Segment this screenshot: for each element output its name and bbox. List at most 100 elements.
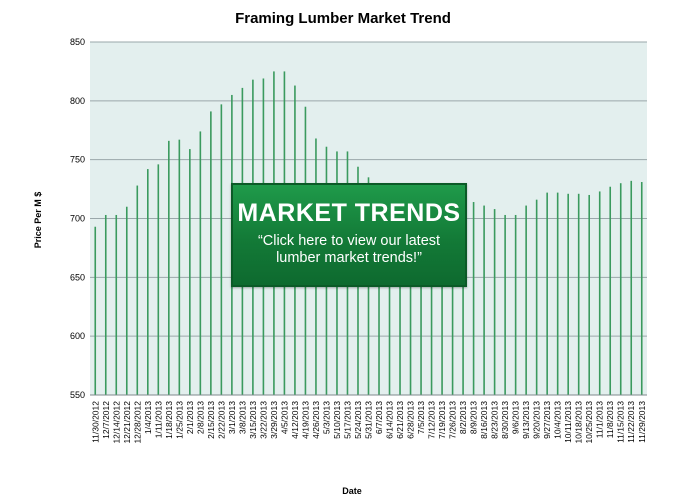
bar (178, 139, 181, 395)
bar (199, 131, 202, 395)
x-tick-label: 5/24/2013 (353, 401, 363, 439)
x-tick-label: 11/1/2013 (595, 401, 605, 438)
x-tick-label: 7/12/2013 (427, 401, 437, 439)
x-tick-label: 12/7/2012 (101, 401, 111, 439)
x-tick-label: 5/31/2013 (364, 401, 374, 439)
bar (430, 197, 433, 395)
x-tick-label: 4/26/2013 (311, 401, 321, 439)
banner-subtext: “Click here to view our latest lumber ma… (257, 233, 441, 266)
bar (588, 194, 590, 395)
x-tick-label: 3/8/2013 (237, 401, 247, 434)
bar (598, 191, 601, 395)
bar (94, 226, 97, 395)
bar (210, 111, 212, 396)
bar (399, 192, 401, 395)
bar (441, 199, 443, 395)
x-tick-label: 6/14/2013 (385, 401, 395, 439)
x-tick-label: 3/29/2013 (269, 401, 279, 439)
bar (483, 205, 485, 395)
bar (525, 205, 527, 395)
bar (567, 193, 569, 395)
x-tick-label: 12/21/2012 (122, 401, 132, 444)
x-tick-label: 9/6/2013 (511, 401, 521, 434)
x-axis-ticks: 11/30/2012 12/7/2012 12/14/2012 12/21/2012 1… (90, 401, 647, 444)
x-tick-label: 11/30/2012 (90, 401, 100, 443)
chart-title: Framing Lumber Market Trend (235, 10, 451, 27)
x-tick-label: 1/25/2013 (174, 401, 184, 439)
x-tick-label: 8/16/2013 (479, 401, 489, 439)
y-tick-label: 750 (70, 155, 85, 165)
y-tick-label: 550 (70, 390, 85, 400)
y-tick-label: 850 (70, 37, 85, 47)
x-tick-label: 10/4/2013 (553, 401, 563, 439)
x-tick-label: 11/22/2013 (626, 401, 636, 443)
x-tick-label: 4/19/2013 (300, 401, 310, 439)
bar (493, 209, 496, 395)
x-tick-label: 9/13/2013 (521, 401, 531, 439)
bar (189, 149, 191, 395)
y-tick-label: 700 (70, 214, 85, 224)
bar (504, 214, 506, 395)
x-tick-label: 5/3/2013 (321, 401, 331, 434)
x-tick-label: 9/27/2013 (542, 401, 552, 439)
bar (220, 104, 223, 396)
y-axis-ticks: 550 600 650 700 750 800 850 (70, 37, 85, 400)
y-tick-label: 650 (70, 272, 85, 282)
x-tick-label: 4/12/2013 (290, 401, 300, 439)
x-tick-label: 3/22/2013 (258, 401, 268, 439)
bar (409, 192, 412, 395)
x-tick-label: 6/28/2013 (406, 401, 416, 439)
x-tick-label: 12/14/2012 (111, 401, 121, 444)
bar (472, 202, 475, 395)
bar (640, 182, 643, 395)
bar (388, 189, 391, 395)
bar (378, 185, 380, 395)
bar (535, 199, 538, 395)
x-tick-label: 2/1/2013 (185, 401, 195, 434)
x-tick-label: 8/30/2013 (500, 401, 510, 439)
bar (168, 140, 170, 395)
x-tick-label: 10/18/2013 (574, 401, 584, 444)
x-tick-label: 2/15/2013 (206, 401, 216, 439)
market-trends-banner[interactable]: MARKET TRENDS “Click here to view our la… (231, 183, 467, 287)
x-tick-label: 5/10/2013 (332, 401, 342, 439)
bar (462, 199, 464, 395)
x-tick-label: 10/11/2013 (563, 401, 573, 443)
x-tick-label: 9/20/2013 (532, 401, 542, 439)
x-tick-label: 5/17/2013 (342, 401, 352, 439)
bar (514, 214, 517, 395)
x-tick-label: 11/29/2013 (637, 401, 647, 443)
x-tick-label: 8/9/2013 (469, 401, 479, 434)
bar (577, 193, 580, 395)
bar (115, 214, 118, 395)
bar (157, 164, 160, 395)
x-tick-label: 1/11/2013 (153, 401, 163, 438)
bar (104, 214, 107, 395)
x-tick-label: 8/23/2013 (490, 401, 500, 439)
x-tick-label: 7/19/2013 (437, 401, 447, 439)
bar (546, 192, 548, 395)
y-tick-label: 600 (70, 331, 85, 341)
x-tick-label: 10/25/2013 (584, 401, 594, 444)
x-tick-label: 7/26/2013 (448, 401, 458, 439)
y-axis-title: Price Per M $ (33, 192, 43, 249)
bar (125, 206, 128, 395)
bar (147, 169, 149, 395)
bar (420, 194, 422, 395)
x-tick-label: 2/22/2013 (216, 401, 226, 439)
x-tick-label: 7/5/2013 (416, 401, 426, 434)
x-tick-label: 6/21/2013 (395, 401, 405, 439)
bar (630, 180, 633, 395)
x-tick-label: 3/1/2013 (227, 401, 237, 434)
x-tick-label: 11/8/2013 (605, 401, 615, 438)
x-tick-label: 12/28/2012 (132, 401, 142, 444)
x-tick-label: 1/4/2013 (143, 401, 153, 434)
bar (136, 185, 139, 395)
bar (451, 202, 454, 395)
banner-headline: MARKET TRENDS (237, 199, 461, 227)
x-tick-label: 8/2/2013 (458, 401, 468, 434)
x-tick-label: 4/5/2013 (279, 401, 289, 434)
x-tick-label: 11/15/2013 (616, 401, 626, 443)
x-axis-title: Date (342, 486, 362, 496)
bar (609, 186, 612, 395)
